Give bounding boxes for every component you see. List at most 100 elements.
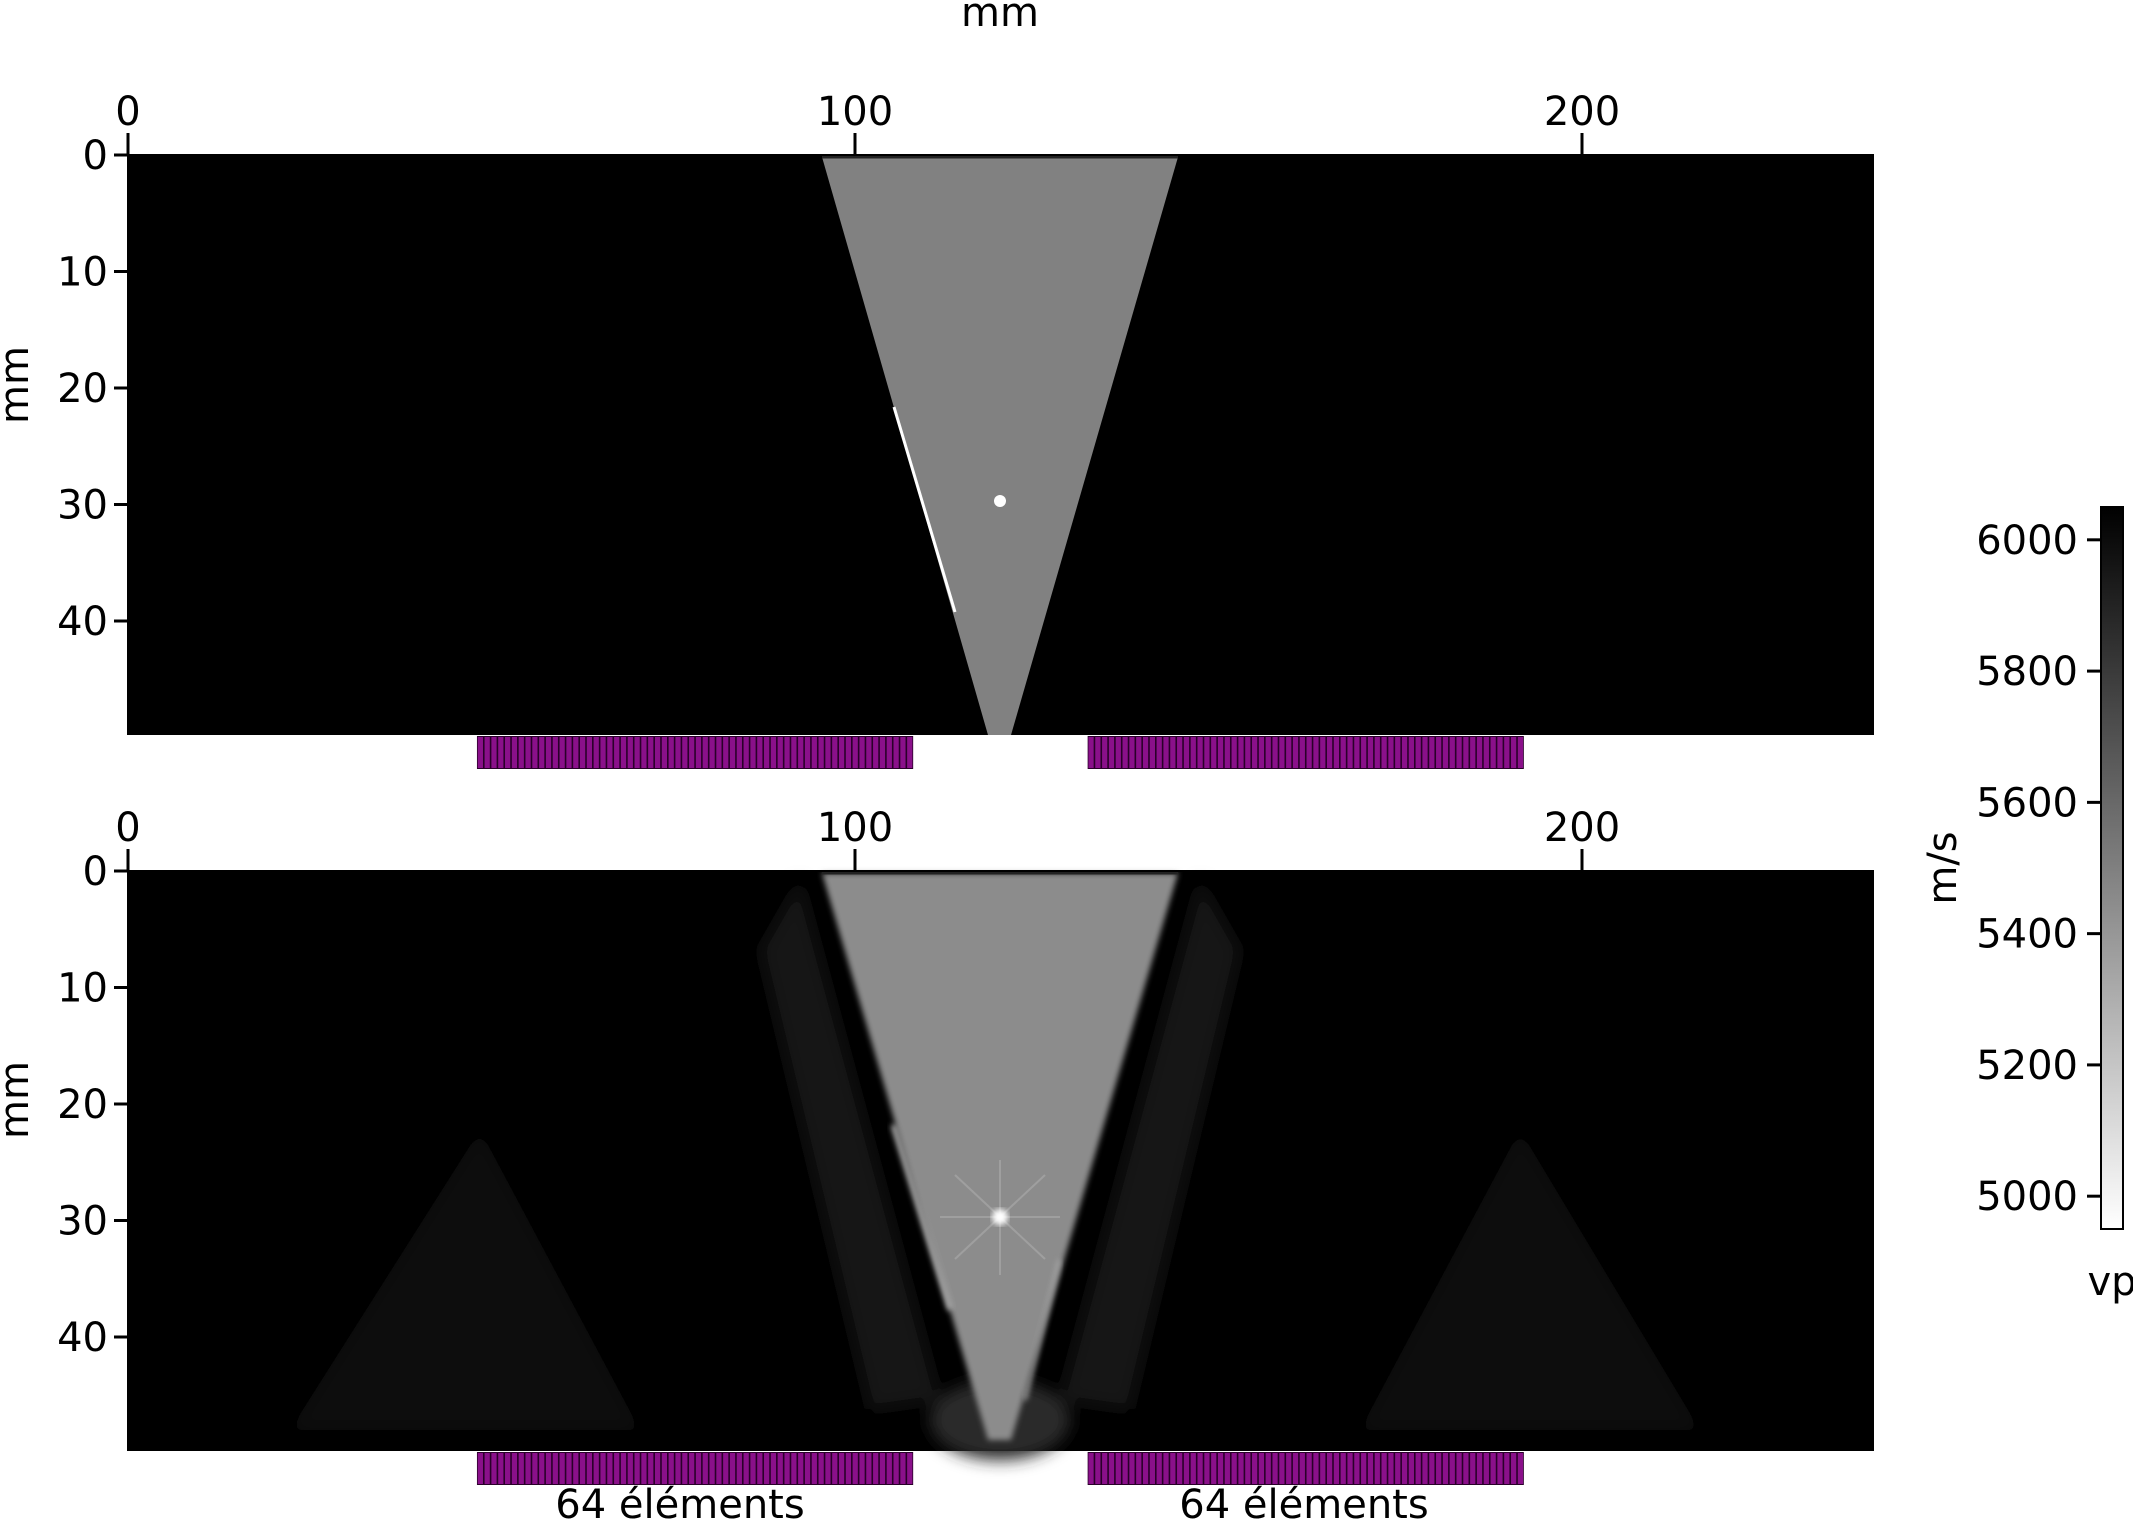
array-element bbox=[1429, 737, 1435, 768]
array-element bbox=[1231, 1453, 1237, 1484]
array-element bbox=[1170, 737, 1176, 768]
array-element bbox=[1436, 1453, 1442, 1484]
array-element bbox=[1476, 1453, 1483, 1484]
array-element bbox=[668, 737, 674, 768]
top-y-axis-title: mm bbox=[0, 346, 38, 424]
colorbar-tick-label: 5400 bbox=[1976, 912, 2078, 958]
array-element bbox=[593, 737, 599, 768]
array-element bbox=[566, 1453, 572, 1484]
array-element bbox=[1497, 737, 1503, 768]
array-element bbox=[1415, 737, 1421, 768]
array-element bbox=[1231, 737, 1237, 768]
array-element bbox=[675, 737, 681, 768]
array-element bbox=[893, 1453, 899, 1484]
array-element bbox=[757, 1453, 763, 1484]
array-element bbox=[818, 737, 824, 768]
top-arrays bbox=[476, 736, 1524, 769]
array-element bbox=[702, 1453, 708, 1484]
array-element bbox=[1483, 1453, 1489, 1484]
array-element bbox=[1374, 1453, 1380, 1484]
array-element bbox=[1197, 737, 1203, 768]
array-element bbox=[1456, 737, 1462, 768]
array-element bbox=[1272, 1453, 1278, 1484]
array-element bbox=[1183, 737, 1190, 768]
array-element bbox=[1449, 737, 1455, 768]
array-element bbox=[1470, 737, 1476, 768]
array-element bbox=[579, 1453, 586, 1484]
bottom-y-ticks: 0 10 20 30 40 bbox=[57, 849, 129, 1451]
array-element bbox=[886, 1453, 892, 1484]
array-element bbox=[695, 1453, 702, 1484]
colorbar: 5000 5200 5400 5600 5800 6000 m/s vp bbox=[1920, 506, 2133, 1305]
array-element bbox=[1149, 737, 1155, 768]
array-element bbox=[1408, 737, 1414, 768]
array-element bbox=[907, 1453, 913, 1484]
array-element bbox=[552, 1453, 558, 1484]
array-element bbox=[1401, 1453, 1408, 1484]
array-element bbox=[811, 737, 817, 768]
array-element bbox=[1490, 737, 1496, 768]
array-element bbox=[1367, 1453, 1374, 1484]
array-element bbox=[1129, 737, 1135, 768]
array-element bbox=[518, 737, 524, 768]
bottom-artifacts bbox=[290, 880, 1700, 1460]
bottom-wedge bbox=[822, 873, 1178, 1440]
array-element bbox=[1245, 737, 1251, 768]
top-wedge-edge bbox=[892, 406, 957, 613]
array-element bbox=[873, 737, 879, 768]
array-element bbox=[1122, 737, 1128, 768]
bottom-y-tick-label: 20 bbox=[57, 1082, 108, 1128]
colorbar-tick-label: 6000 bbox=[1976, 518, 2078, 564]
array-element bbox=[1286, 1453, 1292, 1484]
array-element bbox=[1429, 1453, 1435, 1484]
array-element bbox=[1170, 1453, 1176, 1484]
array-element bbox=[607, 1453, 613, 1484]
array-element bbox=[716, 737, 722, 768]
array-element bbox=[886, 737, 892, 768]
array-element bbox=[532, 737, 538, 768]
array-element bbox=[1340, 1453, 1346, 1484]
bottom-x-ticks: 0 100 200 bbox=[115, 805, 1874, 872]
array-element bbox=[1504, 1453, 1510, 1484]
array-element bbox=[1224, 737, 1230, 768]
array-element bbox=[648, 737, 654, 768]
array-element bbox=[1238, 1453, 1244, 1484]
array-element bbox=[1299, 1453, 1305, 1484]
array-element bbox=[545, 1453, 552, 1484]
array-element bbox=[1306, 1453, 1312, 1484]
array-element bbox=[764, 737, 770, 768]
array-element bbox=[1408, 1453, 1414, 1484]
array-element bbox=[511, 1453, 518, 1484]
array-element bbox=[750, 1453, 756, 1484]
array-element bbox=[709, 1453, 715, 1484]
array-element bbox=[845, 737, 852, 768]
array-element bbox=[491, 737, 497, 768]
array-element bbox=[1292, 737, 1299, 768]
array-element bbox=[648, 1453, 654, 1484]
array-element bbox=[634, 737, 640, 768]
array-element bbox=[852, 1453, 858, 1484]
top-panel: 0 100 200 0 10 20 30 40 mm bbox=[0, 89, 1874, 769]
array-element bbox=[900, 737, 906, 768]
array-element bbox=[1476, 737, 1483, 768]
array-element bbox=[791, 1453, 797, 1484]
array-element bbox=[511, 737, 518, 768]
array-element bbox=[1511, 737, 1517, 768]
array-label-right: 64 éléments bbox=[1179, 1482, 1428, 1522]
top-y-tick-label: 0 bbox=[83, 133, 108, 179]
array-element bbox=[498, 1453, 504, 1484]
array-element bbox=[552, 737, 558, 768]
array-element bbox=[798, 1453, 804, 1484]
array-element bbox=[1272, 737, 1278, 768]
array-element bbox=[1163, 737, 1169, 768]
top-x-tick-label: 0 bbox=[115, 89, 140, 135]
array-element bbox=[545, 737, 552, 768]
top-x-tick-label: 200 bbox=[1544, 89, 1620, 135]
bottom-panel: 0 100 200 0 10 20 30 40 mm 64 éléments 64 élém… bbox=[0, 805, 1874, 1522]
array-element bbox=[893, 737, 899, 768]
array-element bbox=[675, 1453, 681, 1484]
array-element bbox=[1354, 1453, 1360, 1484]
array-element bbox=[1463, 1453, 1469, 1484]
array-element bbox=[559, 737, 565, 768]
